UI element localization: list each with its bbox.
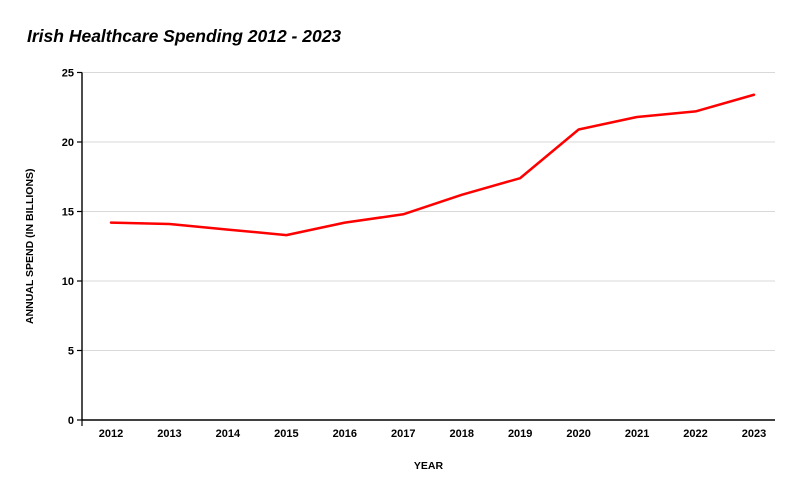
x-tick-label: 2020	[566, 428, 590, 440]
y-tick-label: 5	[68, 346, 74, 358]
x-tick-label: 2014	[216, 428, 241, 440]
y-tick-label: 25	[62, 68, 74, 80]
y-tick-label: 0	[68, 415, 74, 427]
y-tick-label: 10	[62, 276, 74, 288]
x-tick-label: 2018	[449, 428, 473, 440]
x-tick-label: 2022	[683, 428, 707, 440]
x-tick-label: 2021	[625, 428, 649, 440]
x-axis-title: YEAR	[414, 460, 444, 472]
chart-title: Irish Healthcare Spending 2012 - 2023	[27, 26, 342, 46]
x-tick-label: 2019	[508, 428, 532, 440]
x-tick-label: 2016	[333, 428, 357, 440]
x-tick-label: 2015	[274, 428, 298, 440]
x-tick-label: 2017	[391, 428, 415, 440]
y-tick-label: 15	[62, 207, 74, 219]
y-axis-title: ANNUAL SPEND (IN BILLIONS)	[24, 168, 36, 324]
x-tick-label: 2012	[99, 428, 123, 440]
x-tick-label: 2023	[742, 428, 766, 440]
spend-line	[109, 93, 756, 237]
y-tick-label: 20	[62, 137, 74, 149]
x-tick-label: 2013	[157, 428, 181, 440]
